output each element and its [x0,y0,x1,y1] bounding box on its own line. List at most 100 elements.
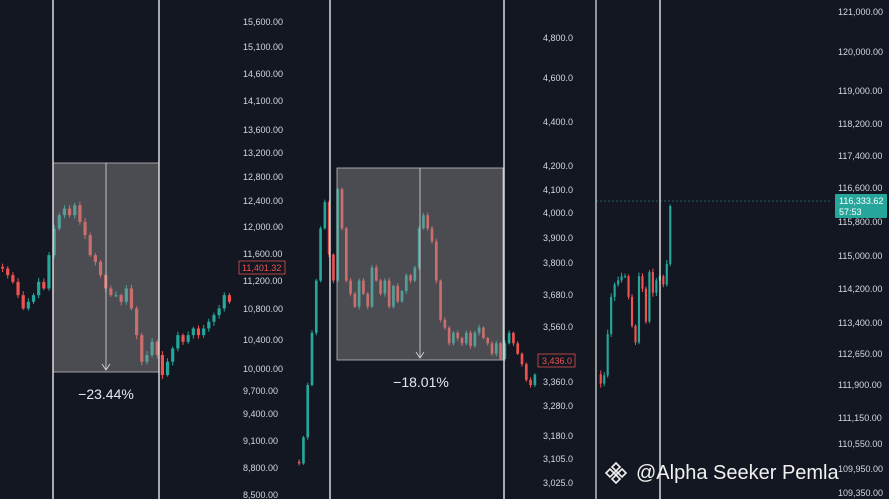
price-tick-label: 3,800.0 [543,258,573,268]
candle-body [93,255,97,262]
range-arrowhead-2 [415,351,425,359]
candle-body [422,215,425,229]
candle-body [516,343,520,354]
candle-body [644,288,648,322]
candle-body [57,215,61,229]
price-tick-label: 3,280.0 [543,401,573,411]
range-arrowhead-1 [101,363,111,371]
price-tick-label: 10,000.00 [243,364,283,374]
price-tick-label: 12,800.00 [243,172,283,182]
candle-body [26,301,30,309]
price-tick-label: 12,400.00 [243,196,283,206]
price-tick-label: 15,100.00 [243,42,283,52]
price-axis-1: 15,600.00 15,100.00 14,600.00 14,100.00 13,6… [243,17,283,499]
price-tick-label: 109,350.00 [838,488,883,498]
price-tick-label: 10,800.00 [243,304,283,314]
current-price-tag-3: 116,333.62 57:53 [835,194,887,218]
candle-body [620,276,623,281]
candles-series-2 [297,187,537,466]
price-tick-label: 121,000.00 [838,7,883,17]
candle-body [150,341,154,356]
candle-body [31,295,36,302]
chart-panel-2: −18.01% 4,800.0 4,600.0 4,400.0 4,200.0 4,10… [297,0,576,499]
candle-body [323,202,327,229]
candle-body [426,215,430,229]
candle-body [477,327,481,333]
range-change-label-1: −23.44% [78,386,134,402]
price-tick-label: 3,900.0 [543,233,573,243]
price-tick-label: 14,600.00 [243,69,283,79]
candle-body [227,295,232,302]
price-tick-label: 113,400.00 [838,318,882,328]
candle-body [212,315,216,322]
candles-series-1 [0,201,232,379]
candle-body [37,281,41,296]
candle-body [409,275,412,281]
candle-body [627,276,630,297]
binance-diamond-icon [604,461,628,485]
price-tick-label: 110,550.00 [838,439,882,449]
candle-body [332,254,335,281]
candle-body [140,335,144,362]
price-tick-label: 112,650.00 [838,349,882,359]
candle-body [434,241,438,281]
candle-body [460,338,464,344]
price-axis-2: 4,800.0 4,600.0 4,400.0 4,200.0 4,100.0 4,000… [543,33,573,488]
candle-body [464,332,468,344]
range-change-label-2: −18.01% [393,374,449,390]
candle-body [62,208,67,216]
current-price-tag-2: 3,436.0 [537,353,576,368]
candle-body [396,285,400,302]
price-tick-label: 15,600.00 [243,17,283,27]
candle-body [634,325,637,343]
price-tick-label: 116,600.00 [838,183,882,193]
candle-body [473,332,477,346]
price-tick-label: 3,180.0 [543,431,573,441]
price-tick-label: 3,025.0 [543,478,573,488]
candle-body [181,335,185,342]
price-tick-label: 11,200.00 [243,276,282,286]
candle-body [217,308,221,316]
candle-body [340,189,344,229]
candle-body [222,295,226,309]
candle-body [207,321,211,329]
candle-body [98,261,103,276]
price-tick-label: 119,000.00 [838,86,882,96]
candle-body [0,266,5,269]
price-tick-label: 12,000.00 [243,222,283,232]
candle-body [413,267,417,281]
candle-body [529,379,532,386]
price-tick-label: 120,000.00 [838,47,883,57]
price-tick-label: 111,150.00 [838,413,882,423]
candle-body [155,341,159,356]
candle-body [430,228,434,242]
candle-body [186,335,190,342]
candle-body [310,332,314,386]
price-tick-label: 8,800.00 [243,463,278,473]
price-tick-label: 4,000.0 [543,208,573,218]
candle-body [599,374,602,384]
price-tag-box-1 [238,260,286,275]
candle-body [119,295,123,302]
candle-body [171,348,175,362]
candle-body [78,205,82,222]
candle-body [52,228,56,256]
candle-body [524,364,528,380]
candle-body [486,338,490,344]
candle-body [145,355,149,362]
candle-body [302,437,305,464]
candle-body [383,280,387,294]
candle-body [124,288,128,302]
watermark: @Alpha Seeker Pemla [604,458,839,488]
candle-body [68,208,72,216]
candle-body [109,288,113,296]
candle-body [447,327,451,344]
candle-body [344,228,348,281]
price-tick-label: 115,000.00 [838,251,882,261]
watermark-text: @Alpha Seeker Pemla [636,461,839,484]
candle-body [662,276,665,285]
candle-body [160,355,164,376]
price-tick-label: 4,400.0 [543,117,573,127]
